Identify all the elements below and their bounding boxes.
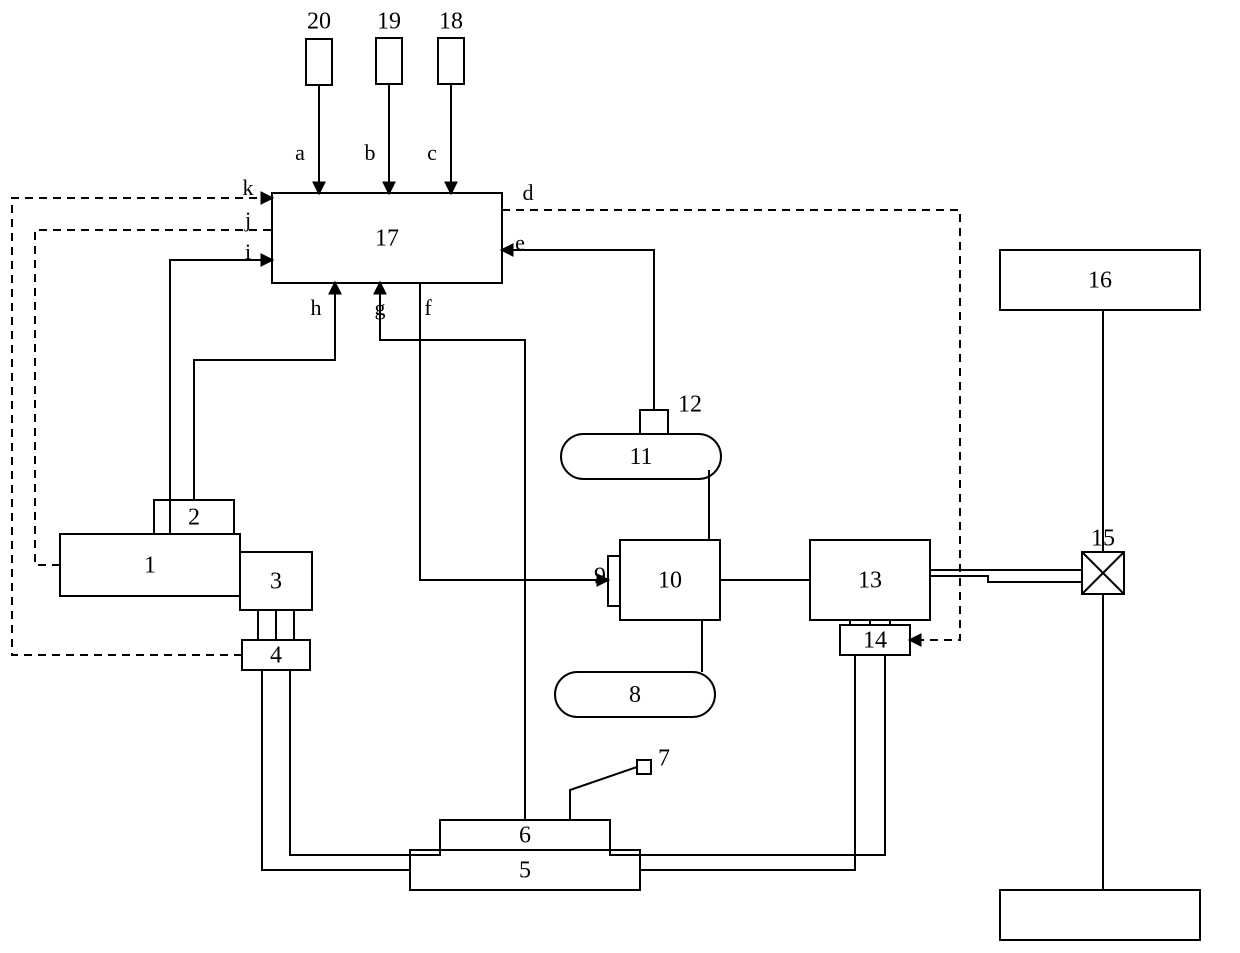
- ext-label-n20: 20: [307, 9, 331, 35]
- edge-label-ea: a: [295, 140, 305, 165]
- edge-ef: [420, 283, 608, 580]
- edge-label-ee: e: [515, 230, 525, 255]
- node-n19: [376, 38, 402, 84]
- node-label-n13: 13: [858, 568, 882, 594]
- edge-ek: [12, 198, 272, 655]
- ext-label-n9: 9: [594, 564, 606, 590]
- node-label-n14: 14: [863, 628, 887, 654]
- edge-e4-5b: [290, 670, 440, 855]
- node-label-n6: 6: [519, 823, 531, 849]
- edge-label-ej: j: [244, 207, 251, 232]
- edge-label-ek: k: [243, 175, 254, 200]
- edge-label-ec: c: [427, 140, 437, 165]
- edge-ei: [170, 260, 272, 534]
- node-label-n5: 5: [519, 858, 531, 884]
- edge-ed: [502, 210, 960, 640]
- edge-e14-5a: [640, 655, 855, 870]
- edge-e6-7: [570, 767, 637, 820]
- edge-label-ef: f: [424, 295, 432, 320]
- edge-label-eb: b: [365, 140, 376, 165]
- ext-label-n18: 18: [439, 9, 463, 35]
- node-label-n8: 8: [629, 682, 641, 708]
- edge-label-ei: i: [245, 239, 251, 264]
- ext-label-n12: 12: [678, 392, 702, 418]
- node-nbotright: [1000, 890, 1200, 940]
- edges: a b c de f g h ijk: [12, 84, 1124, 890]
- edge-eg: [380, 283, 525, 820]
- node-n7: [637, 760, 651, 774]
- edge-label-ed: d: [523, 180, 534, 205]
- node-label-n10: 10: [658, 568, 682, 594]
- node-label-n2: 2: [188, 505, 200, 531]
- node-label-n16: 16: [1088, 268, 1112, 294]
- node-n18: [438, 38, 464, 84]
- flow-diagram: abcdefghijk17161314101181234652019181297…: [0, 0, 1240, 953]
- edge-e4-5a: [262, 670, 410, 870]
- node-n20: [306, 39, 332, 85]
- node-label-n4: 4: [270, 643, 282, 669]
- node-label-n1: 1: [144, 553, 156, 579]
- ext-label-n7: 7: [658, 746, 670, 772]
- ext-label-n19: 19: [377, 9, 401, 35]
- node-label-n11: 11: [629, 444, 652, 470]
- ext-label-n15box: 15: [1091, 526, 1115, 552]
- edge-e13-15b: [930, 576, 1082, 582]
- node-label-n17: 17: [375, 226, 399, 252]
- node-label-n3: 3: [270, 569, 282, 595]
- edge-e14-5b: [610, 655, 885, 855]
- node-n9: [608, 556, 620, 606]
- node-n12: [640, 410, 668, 434]
- nodes: 1716131410118123465201918129715: [60, 9, 1200, 941]
- edge-label-eh: h: [311, 295, 322, 320]
- edge-label-eg: g: [375, 295, 386, 320]
